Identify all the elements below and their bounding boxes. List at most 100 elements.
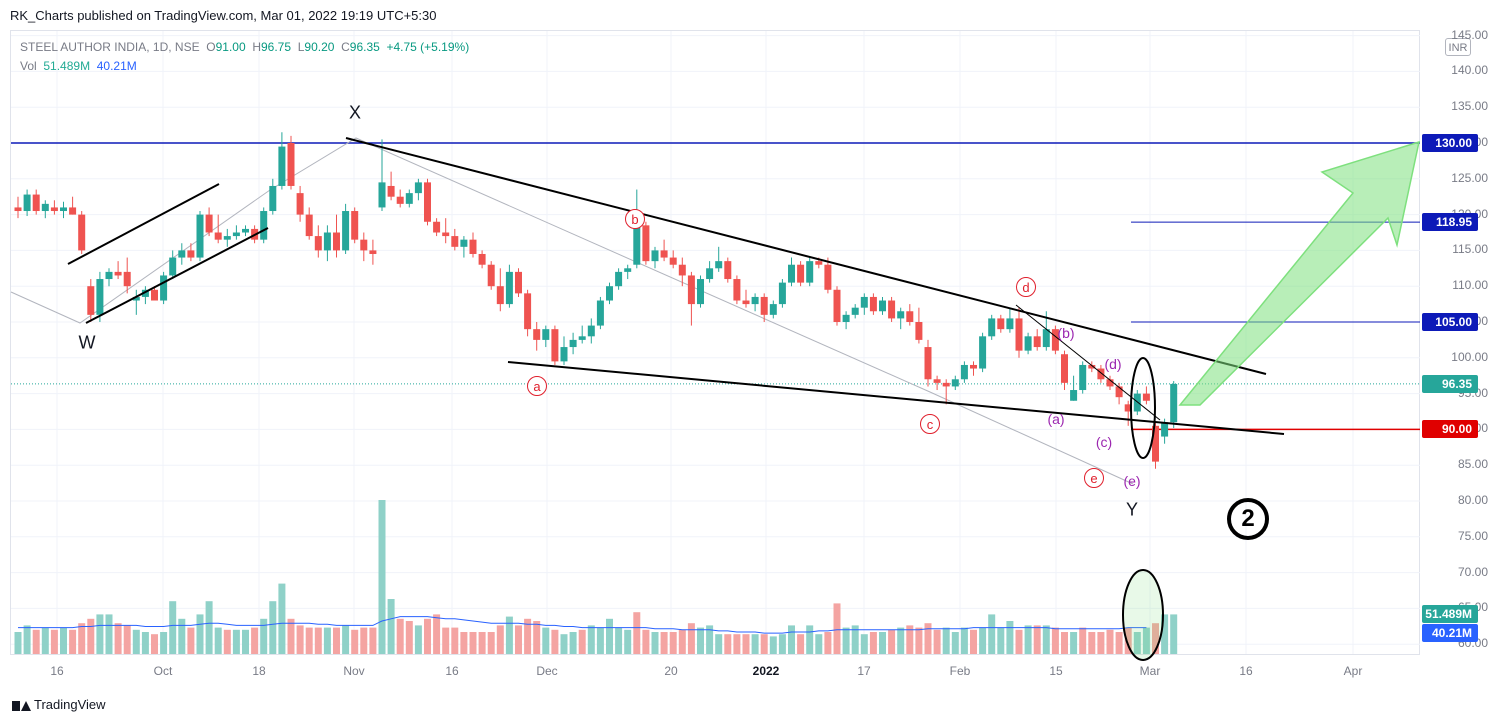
- candle-body: [169, 257, 177, 276]
- candle-body: [351, 211, 359, 240]
- volume-bar: [888, 629, 896, 654]
- wave-path-line: [10, 137, 1134, 485]
- volume-bar: [1015, 629, 1023, 654]
- volume-bar: [424, 618, 431, 654]
- price-tag-level-red: 90.00: [1422, 420, 1478, 439]
- volume-bar: [87, 618, 95, 654]
- low-value: 90.20: [304, 40, 335, 54]
- candle-body: [205, 214, 213, 233]
- candle-body: [1115, 386, 1123, 398]
- volume-bar: [824, 632, 832, 654]
- candle-body: [1015, 318, 1023, 351]
- volume-bar: [642, 629, 650, 654]
- candle-body: [50, 207, 58, 212]
- candle-body: [678, 264, 686, 276]
- candle-body: [760, 296, 768, 315]
- volume-bar: [1079, 627, 1087, 654]
- volume-bar: [1051, 627, 1059, 654]
- candle-body: [505, 271, 513, 305]
- volume-bar: [1115, 632, 1123, 654]
- candle-body: [223, 236, 231, 240]
- candle-body: [1079, 364, 1087, 391]
- symbol-title[interactable]: STEEL AUTHOR INDIA, 1D, NSE: [20, 40, 200, 54]
- candle-body: [424, 182, 431, 222]
- volume-bar: [160, 632, 168, 654]
- candle-body: [951, 379, 959, 387]
- candle-body: [160, 275, 168, 301]
- candle-body: [242, 228, 249, 233]
- open-value: 91.00: [215, 40, 246, 54]
- volume-bar: [378, 500, 386, 654]
- tradingview-logo-icon: [12, 700, 31, 711]
- volume-bar: [60, 627, 67, 654]
- volume-bar: [296, 625, 304, 654]
- candle-body: [123, 271, 131, 287]
- volume-bar: [587, 625, 595, 654]
- candles: [14, 132, 1178, 469]
- volume-bar: [305, 627, 313, 654]
- wave-label-y: Y: [1125, 499, 1139, 520]
- candle-body: [1051, 329, 1059, 351]
- candle-body: [824, 264, 832, 290]
- candle-body: [660, 250, 668, 258]
- volume-bar: [542, 627, 550, 654]
- candle-body: [1142, 393, 1150, 401]
- volume-bar: [14, 632, 22, 654]
- volume-bar: [533, 621, 541, 654]
- candle-body: [733, 279, 741, 301]
- high-value: 96.75: [261, 40, 292, 54]
- candle-body: [997, 318, 1005, 330]
- volume-bar: [387, 599, 395, 654]
- price-tick-label: 75.00: [1457, 528, 1488, 543]
- candle-body: [23, 194, 31, 212]
- volume-bar: [1170, 614, 1178, 654]
- volume-bar: [23, 625, 31, 654]
- candle-body: [615, 271, 623, 287]
- volume-label[interactable]: Vol: [20, 59, 37, 73]
- candle-body: [214, 232, 222, 240]
- volume-bar: [942, 627, 950, 654]
- price-tick-label: 100.00: [1451, 349, 1488, 364]
- candle-body: [305, 214, 313, 237]
- volume-bar: [232, 629, 240, 654]
- volume-bar: [760, 634, 768, 654]
- candle-body: [1152, 425, 1159, 462]
- volume-bar: [41, 627, 49, 654]
- candle-body: [1024, 336, 1032, 351]
- volume-bar: [205, 601, 213, 654]
- volume-bar: [342, 625, 350, 654]
- volume-bar: [897, 627, 905, 654]
- tradingview-footer[interactable]: TradingView: [12, 697, 106, 712]
- volume-bar: [487, 632, 495, 654]
- candle-body: [260, 211, 268, 240]
- candle-body: [296, 193, 304, 215]
- chart-pane[interactable]: [10, 30, 1420, 655]
- candle-body: [1033, 336, 1041, 348]
- volume-bar: [187, 627, 195, 654]
- volume-bar: [333, 627, 340, 654]
- candle-body: [697, 279, 704, 305]
- candle-body: [487, 264, 495, 287]
- currency-badge[interactable]: INR: [1445, 38, 1471, 56]
- candle-body: [833, 289, 841, 322]
- volume-bar: [1152, 623, 1159, 654]
- candle-body: [87, 286, 95, 315]
- candle-body: [587, 325, 595, 337]
- candle-body: [897, 311, 905, 319]
- candle-body: [114, 271, 122, 276]
- volume-bar: [706, 625, 714, 654]
- volume-bar: [1142, 627, 1150, 654]
- volume-bar: [551, 629, 559, 654]
- candle-body: [105, 271, 113, 280]
- volume-bar: [396, 618, 404, 654]
- candle-body: [287, 143, 295, 186]
- volume-bar: [96, 614, 104, 654]
- volume-bar: [915, 627, 923, 654]
- volume-bar: [32, 629, 40, 654]
- wedge-upper-line: [345, 137, 1267, 375]
- volume-bar: [833, 603, 841, 654]
- volume-bar: [105, 614, 113, 654]
- candle-body: [451, 236, 459, 247]
- close-value: 96.35: [349, 40, 380, 54]
